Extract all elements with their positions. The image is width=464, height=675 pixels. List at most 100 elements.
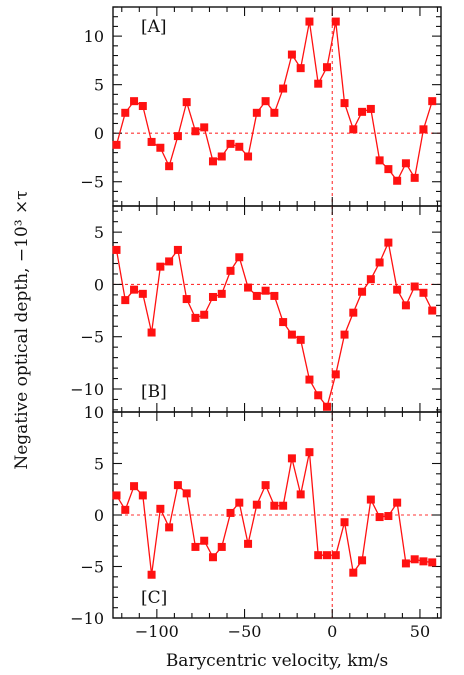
data-point — [165, 162, 174, 171]
data-point — [419, 125, 428, 134]
y-tick-label: −10 — [70, 380, 104, 399]
data-point — [410, 282, 419, 291]
data-point — [252, 500, 261, 509]
data-point — [358, 287, 367, 296]
data-point — [393, 285, 402, 294]
data-point — [358, 556, 367, 565]
data-point — [226, 508, 235, 517]
data-point — [261, 97, 270, 106]
data-point — [208, 553, 217, 562]
data-point — [401, 559, 410, 568]
data-point — [147, 328, 156, 337]
data-point — [165, 257, 174, 266]
data-point — [182, 98, 191, 107]
data-point — [121, 505, 130, 514]
y-tick-label: −10 — [70, 609, 104, 628]
panel-3: 10 5 0 −5 −10 [C] — [70, 403, 442, 628]
data-point — [366, 275, 375, 284]
data-point — [287, 50, 296, 59]
data-point — [200, 536, 209, 545]
data-point — [322, 551, 331, 560]
data-point — [279, 318, 288, 327]
data-point — [340, 99, 349, 108]
data-point — [235, 142, 244, 151]
data-point — [340, 518, 349, 527]
data-point — [235, 253, 244, 262]
y-tick-label: −5 — [80, 558, 104, 577]
y-tick-label: 0 — [94, 275, 104, 294]
data-point — [147, 570, 156, 579]
data-point — [384, 238, 393, 247]
x-tick-label: −100 — [135, 622, 179, 641]
panel-label: [A] — [141, 17, 167, 37]
data-point — [331, 551, 340, 560]
data-point — [130, 285, 139, 294]
data-point — [314, 551, 323, 560]
data-point — [138, 102, 147, 111]
data-point — [121, 296, 130, 305]
data-point — [226, 266, 235, 275]
data-point — [173, 132, 182, 141]
data-point — [252, 291, 261, 300]
data-point — [296, 335, 305, 344]
data-point — [112, 140, 121, 149]
data-point — [322, 402, 331, 411]
data-point — [244, 152, 253, 161]
data-point — [358, 107, 367, 116]
data-point — [322, 63, 331, 72]
x-tick-label: −50 — [228, 622, 262, 641]
data-point — [428, 306, 437, 315]
y-tick-label: −5 — [80, 173, 104, 192]
data-point — [165, 523, 174, 532]
data-point — [287, 454, 296, 463]
y-tick-label: 10 — [84, 403, 104, 422]
data-point — [235, 498, 244, 507]
y-tick-label: −5 — [80, 328, 104, 347]
y-tick-label: 5 — [94, 223, 104, 242]
data-point — [112, 491, 121, 500]
data-point — [331, 370, 340, 379]
data-point — [130, 97, 139, 106]
data-point — [410, 173, 419, 182]
data-point — [130, 482, 139, 491]
y-tick-label: 5 — [94, 455, 104, 474]
data-point — [217, 152, 226, 161]
series-line — [115, 21, 433, 182]
data-point — [156, 262, 165, 271]
data-point — [287, 330, 296, 339]
data-point — [191, 127, 200, 136]
data-point — [173, 245, 182, 254]
data-point — [121, 108, 130, 117]
data-point — [314, 79, 323, 88]
data-point — [217, 289, 226, 298]
data-point — [279, 501, 288, 510]
data-point — [217, 542, 226, 551]
data-point — [401, 301, 410, 310]
x-axis-title: Barycentric velocity, km/s — [166, 651, 388, 671]
data-point — [112, 245, 121, 254]
data-point — [244, 539, 253, 548]
y-tick-label: 5 — [94, 76, 104, 95]
data-point — [349, 308, 358, 317]
panel-label: [C] — [141, 588, 167, 608]
data-point — [366, 104, 375, 113]
data-point — [410, 555, 419, 564]
y-tick-label: 0 — [94, 506, 104, 525]
data-point — [279, 84, 288, 93]
data-point — [375, 513, 384, 522]
data-point — [270, 291, 279, 300]
data-point — [270, 108, 279, 117]
data-point — [191, 542, 200, 551]
data-point — [393, 498, 402, 507]
data-point — [349, 568, 358, 577]
data-point — [200, 123, 209, 132]
data-point — [305, 375, 314, 384]
data-point — [156, 143, 165, 152]
data-point — [252, 108, 261, 117]
data-point — [173, 481, 182, 490]
data-point — [182, 295, 191, 304]
data-point — [305, 17, 314, 26]
data-point — [393, 176, 402, 185]
data-point — [401, 159, 410, 168]
data-point — [147, 137, 156, 146]
